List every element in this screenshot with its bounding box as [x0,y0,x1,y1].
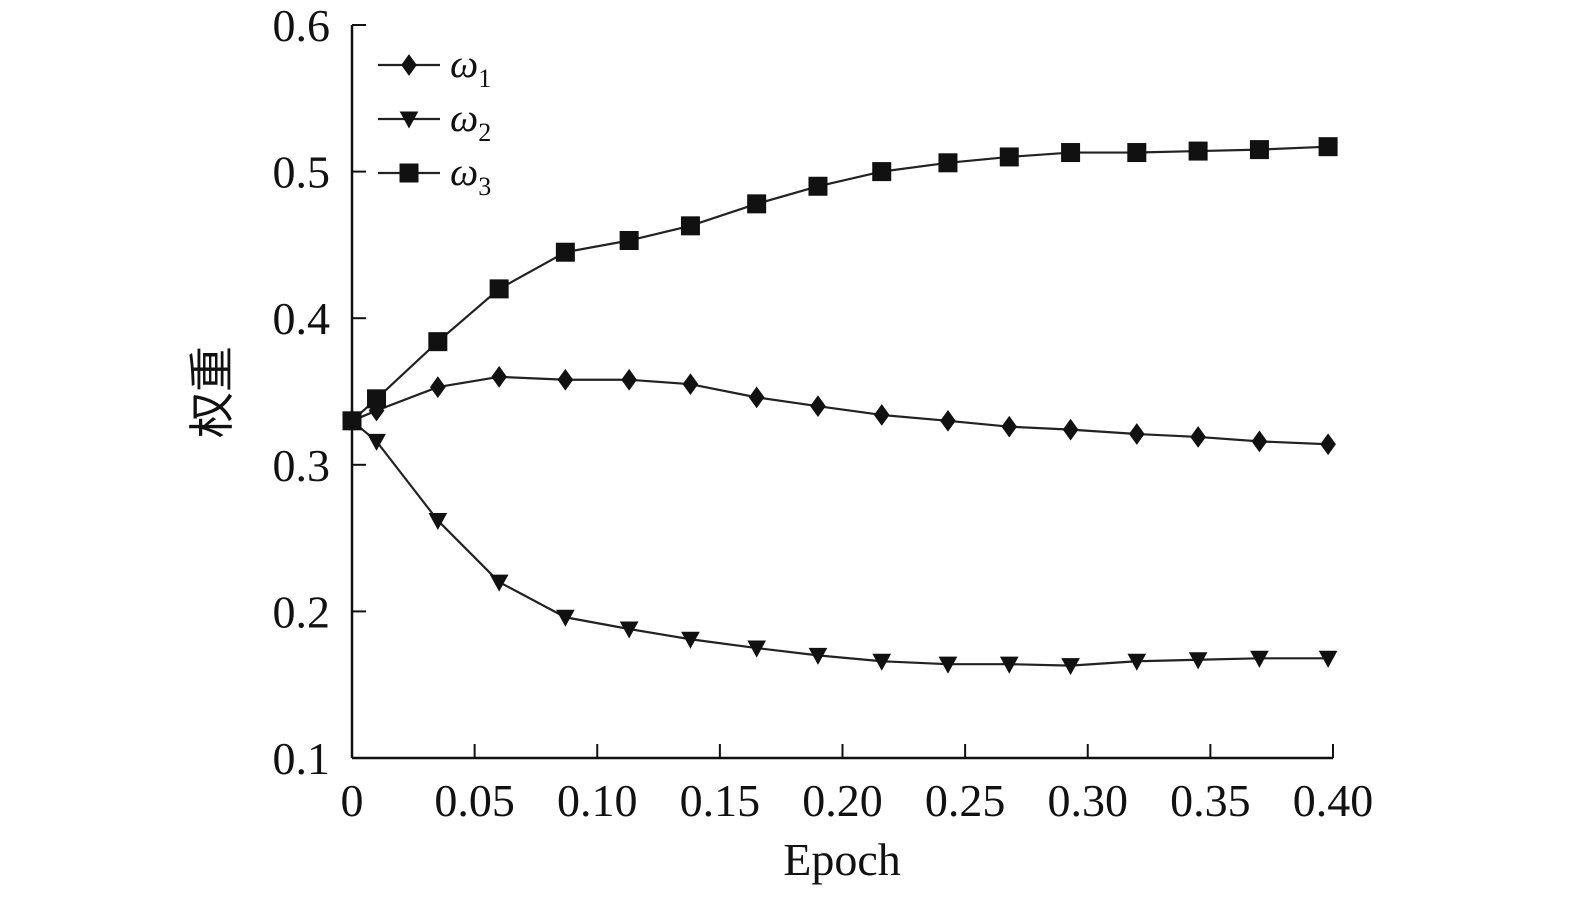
series-1-point [1001,415,1018,438]
series-3-point [1127,143,1147,163]
series-3-point [555,242,575,262]
legend-label-subscript: 3 [478,172,491,201]
x-tick-label: 0.25 [925,775,1006,826]
legend-label-subscript: 2 [478,118,491,147]
legend-marker [401,54,417,76]
legend-label: ω1 [450,41,491,93]
x-tick-label: 0.20 [802,775,883,826]
x-tick-label: 0.30 [1048,775,1129,826]
legend-label-subscript: 1 [478,64,491,93]
x-tick-label: 0.05 [434,775,515,826]
legend-item-1: ω1 [378,41,491,93]
series-2-point [619,621,639,639]
series-3-point [938,153,958,173]
series-2-point [556,609,575,627]
y-axis-title: 权重 [187,346,238,438]
series-1-point [1062,418,1079,441]
series-2-point [1318,650,1338,668]
series-2-point [747,640,767,658]
x-tick-label: 0.40 [1293,775,1374,826]
series-2-point [1188,652,1208,670]
series-1-point [940,409,956,432]
legend-marker [399,111,419,129]
series-2-point [872,653,892,671]
legend-label-symbol: ω [450,95,478,140]
series-2-point [367,433,386,451]
series-3-point [342,411,362,431]
series-2 [342,413,1338,676]
series-3-point [680,216,700,236]
legend-label-symbol: ω [450,149,478,194]
series-1-point [810,395,826,418]
series-1-point [1190,426,1206,448]
y-tick-label: 0.2 [273,586,331,637]
series-3-point [1249,140,1269,160]
series-2-point [1061,658,1080,676]
series-2-point [938,656,958,674]
legend-label-symbol: ω [450,41,478,86]
y-tick-label: 0.3 [273,440,331,491]
series-1-point [430,376,446,398]
series-2-point [681,631,700,649]
series-3-point [999,147,1019,167]
series-3-point [872,162,892,182]
series-1-point [491,365,507,388]
series-1-line [351,375,1329,446]
series-1-point [1320,433,1336,456]
series-3-point [428,332,448,352]
series-1-point [873,404,890,426]
legend-marker [399,163,419,183]
y-tick-label: 0.1 [273,733,331,784]
x-tick-label: 0.15 [680,775,761,826]
series-1-point [557,368,574,391]
series-2-point [999,656,1019,674]
series-3 [342,137,1338,431]
x-tick-label: 0.10 [557,775,638,826]
x-tick-label: 0.35 [1170,775,1251,826]
series-2-line [351,419,1329,667]
x-tick-label: 0 [341,775,364,826]
series-1-point [621,368,637,391]
series-3-point [747,194,767,214]
axes [350,25,1333,760]
series-3-point [489,279,509,299]
series-3-point [808,176,828,196]
legend-label: ω2 [450,95,491,147]
series-3-point [367,389,387,409]
series-2-point [428,513,448,531]
y-ticks: 0.1 0.2 0.3 0.4 0.5 0.6 [273,0,366,784]
series-1-point [682,373,699,396]
series-1-point [1251,430,1268,453]
series-1-point [748,386,765,409]
legend-item-3: ω3 [378,149,491,201]
series-2-point [808,647,828,665]
series-1 [344,365,1336,456]
series-3-point [1188,141,1208,161]
series-3-point [1318,137,1338,157]
series-2-point [1127,653,1147,671]
y-tick-label: 0.6 [273,0,331,51]
legend-label: ω3 [450,149,491,201]
series-layer [342,137,1338,676]
series-3-point [619,231,639,251]
legend-item-2: ω2 [378,95,491,147]
y-tick-label: 0.5 [273,147,331,198]
x-ticks: 0 0.05 0.10 0.15 0.20 0.25 0.30 0.35 0.40 [341,744,1374,826]
series-3-point [1061,143,1081,163]
series-2-point [1250,650,1269,668]
y-tick-label: 0.4 [273,293,331,344]
x-axis-title: Epoch [783,834,901,885]
series-2-point [489,574,509,592]
series-1-point [1128,423,1145,445]
